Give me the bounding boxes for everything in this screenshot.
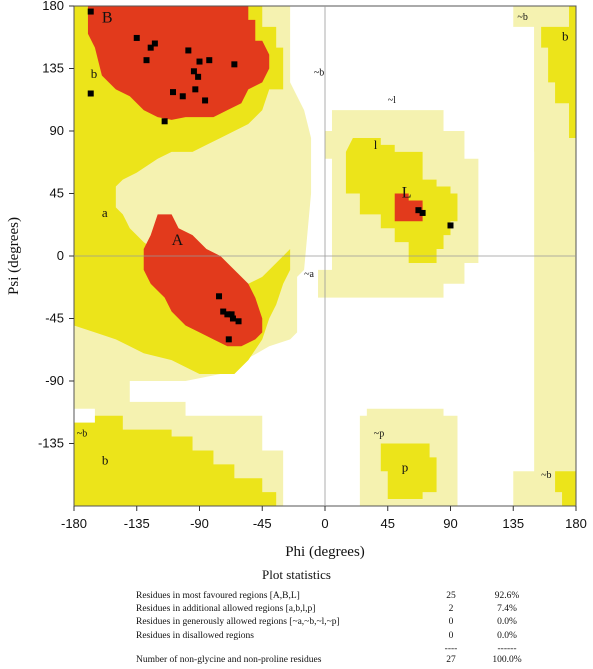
stats-row: Residues in most favoured regions [A,B,L…: [136, 591, 556, 605]
residue-point: [419, 209, 426, 216]
y-tick-label: -135: [38, 436, 64, 451]
stats-row-percent: 0.0%: [497, 617, 517, 627]
y-tick-label: 90: [50, 123, 64, 138]
x-tick-label: -45: [253, 516, 272, 531]
region-label: b: [91, 66, 98, 81]
plot-axes: [69, 5, 577, 511]
region-label: B: [102, 10, 113, 27]
residue-point: [447, 222, 454, 229]
stats-total-label: Number of non-glycine and non-proline re…: [136, 655, 322, 665]
region-label: ~b: [77, 429, 87, 440]
x-tick-label: 90: [443, 516, 457, 531]
most-favoured-region-0: [87, 6, 270, 120]
stats-row-percent: 0.0%: [497, 631, 517, 641]
x-axis-title: Phi (degrees): [285, 544, 365, 560]
ramachandran-plot: Bb ~b a A ~a ~l l L ~b b ~b b ~p p ~b -180 -135 -90 -45 0 4…: [6, 0, 587, 560]
x-tick-label: -180: [61, 516, 87, 531]
stats-row-percent: 7.4%: [497, 604, 517, 614]
region-label: a: [102, 205, 108, 220]
region-label: b: [562, 29, 569, 44]
y-tick-label: 135: [42, 61, 64, 76]
stats-row-count: 25: [446, 591, 456, 601]
residue-point: [228, 311, 235, 318]
residue-point: [195, 73, 202, 80]
residue-point: [192, 86, 199, 93]
residue-point: [206, 57, 213, 64]
residue-point: [224, 311, 231, 318]
stats-row-count: 0: [448, 617, 454, 627]
region-label: L: [402, 185, 412, 202]
region-label: ~b: [517, 12, 527, 23]
separator-count: ----: [444, 644, 458, 654]
stats-row-count: 2: [448, 604, 454, 614]
y-tick-label: -45: [45, 311, 64, 326]
residue-point: [170, 89, 177, 96]
additional-region-5: [555, 471, 576, 506]
residue-point: [147, 44, 154, 51]
region-label: ~l: [388, 95, 396, 106]
x-tick-label: 180: [565, 516, 587, 531]
x-tick-label: -135: [124, 516, 150, 531]
residue-point: [87, 8, 94, 15]
residue-point: [185, 47, 192, 54]
x-tick-label: 0: [321, 516, 328, 531]
residue-point: [133, 34, 140, 41]
additional-region-4: [541, 6, 576, 138]
region-label: A: [172, 232, 184, 249]
residue-point: [202, 97, 209, 104]
residue-point: [151, 40, 158, 47]
additional-region-3: [380, 443, 437, 500]
y-tick-label: 0: [57, 248, 64, 263]
residue-point: [143, 57, 150, 64]
stats-row-label: Residues in most favoured regions [A,B,L…: [136, 591, 300, 601]
residue-point: [229, 315, 236, 322]
most-favoured-region-2: [394, 193, 423, 222]
stats-total-row: Number of non-glycine and non-proline re…: [136, 655, 556, 669]
disallowed-region-1: [74, 408, 95, 423]
tick-labels: -180 -135 -90 -45 0 45 90 135 180 180 135 90 45 0 -45 -…: [38, 0, 587, 531]
stats-total-percent: 100.0%: [492, 655, 522, 665]
stats-row-label: Residues in disallowed regions: [136, 631, 254, 641]
y-tick-label: 180: [42, 0, 64, 13]
stats-row-percent: 92.6%: [494, 591, 520, 601]
region-label: ~b: [314, 67, 324, 78]
stats-row-count: 0: [448, 631, 454, 641]
region-label: l: [374, 137, 378, 152]
region-label: ~p: [374, 429, 384, 440]
region-label: ~a: [304, 269, 314, 280]
residue-point: [231, 61, 238, 68]
data-points: [87, 8, 454, 343]
residue-point: [235, 318, 242, 325]
residue-point: [225, 336, 232, 343]
y-axis-title: Psi (degrees): [6, 217, 22, 295]
x-tick-label: 45: [381, 516, 395, 531]
x-tick-label: -90: [190, 516, 209, 531]
additional-region-2: [74, 415, 277, 506]
residue-point: [415, 207, 422, 214]
separator-percent: ------: [497, 644, 517, 654]
residue-point: [161, 118, 168, 125]
residue-point: [190, 68, 197, 75]
region-label: b: [102, 452, 109, 467]
stats-row-label: Residues in additional allowed regions […: [136, 604, 316, 614]
stats-row-label: Residues in generously allowed regions […: [136, 617, 340, 627]
region-label: p: [402, 459, 409, 474]
residue-point: [196, 58, 203, 65]
stats-total-count: 27: [446, 655, 456, 665]
stats-title: Plot statistics: [262, 567, 331, 582]
region-label: ~b: [541, 470, 551, 481]
stats-separator: ---- ------: [136, 644, 556, 658]
stats-row: Residues in additional allowed regions […: [136, 604, 556, 618]
residue-point: [220, 308, 227, 315]
y-tick-label: -90: [45, 373, 64, 388]
region-labels: Bb ~b a A ~a ~l l L ~b b ~b b ~p p ~b: [77, 10, 569, 482]
residue-point: [179, 93, 186, 100]
residue-point: [216, 293, 223, 300]
stats-row: Residues in disallowed regions 0 0.0%: [136, 631, 556, 645]
y-tick-label: 45: [50, 186, 64, 201]
residue-point: [87, 90, 94, 97]
x-tick-label: 135: [502, 516, 524, 531]
stats-row: Residues in generously allowed regions […: [136, 617, 556, 631]
